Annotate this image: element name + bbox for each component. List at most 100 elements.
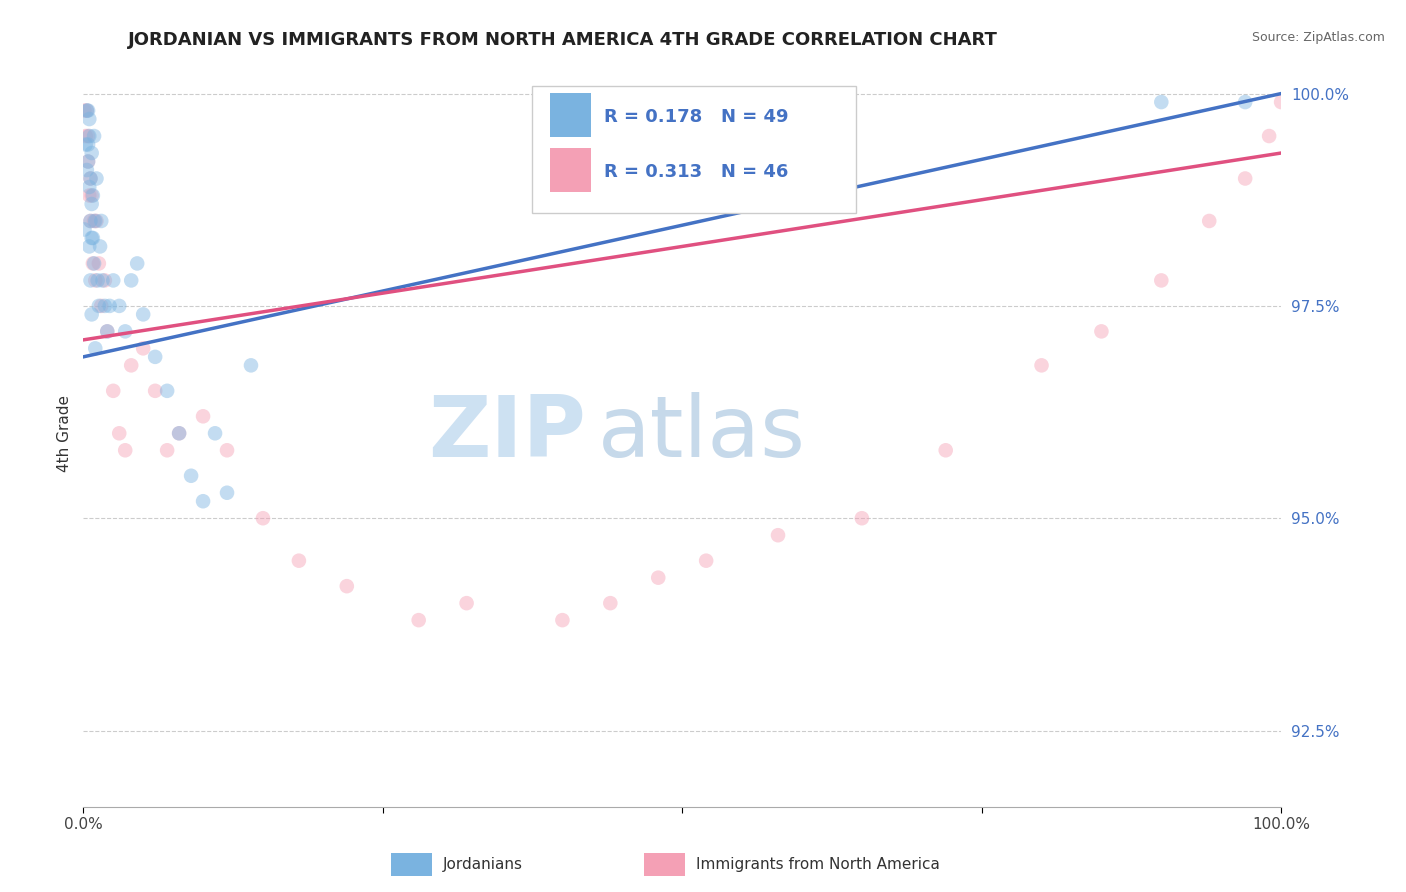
Point bbox=[1234, 95, 1257, 109]
Point bbox=[80, 307, 103, 321]
Point bbox=[76, 103, 98, 118]
Text: R = 0.313   N = 46: R = 0.313 N = 46 bbox=[605, 162, 789, 180]
Point bbox=[1198, 214, 1220, 228]
Point bbox=[215, 443, 238, 458]
Point bbox=[77, 103, 100, 118]
Point bbox=[114, 443, 136, 458]
Point bbox=[77, 180, 100, 194]
Point bbox=[80, 146, 103, 161]
Point bbox=[83, 129, 105, 144]
Point bbox=[120, 273, 142, 287]
Point bbox=[84, 342, 107, 356]
Point bbox=[96, 324, 118, 338]
Point bbox=[75, 137, 97, 152]
Point bbox=[76, 103, 98, 118]
Point bbox=[75, 129, 97, 144]
Point bbox=[408, 613, 430, 627]
Point bbox=[80, 188, 103, 202]
Point bbox=[180, 468, 202, 483]
Point bbox=[77, 154, 100, 169]
Point bbox=[87, 299, 110, 313]
Point bbox=[240, 359, 263, 373]
Point bbox=[79, 214, 101, 228]
Point bbox=[73, 103, 96, 118]
Point bbox=[84, 214, 107, 228]
Point bbox=[108, 426, 131, 441]
Point bbox=[336, 579, 359, 593]
Point bbox=[215, 485, 238, 500]
Point bbox=[132, 342, 155, 356]
Point bbox=[456, 596, 478, 610]
Point bbox=[108, 299, 131, 313]
Point bbox=[86, 214, 108, 228]
Point bbox=[79, 214, 101, 228]
Point bbox=[83, 214, 105, 228]
Point bbox=[90, 214, 112, 228]
Point bbox=[77, 239, 100, 253]
Point bbox=[82, 231, 104, 245]
Text: atlas: atlas bbox=[599, 392, 807, 475]
Text: Jordanians: Jordanians bbox=[443, 857, 523, 871]
Point bbox=[1270, 95, 1292, 109]
Point bbox=[191, 409, 214, 424]
Point bbox=[89, 239, 111, 253]
Point bbox=[1150, 273, 1173, 287]
Point bbox=[76, 163, 98, 178]
Point bbox=[120, 359, 142, 373]
Point bbox=[79, 171, 101, 186]
Point bbox=[1258, 129, 1281, 144]
Point bbox=[156, 384, 179, 398]
Point bbox=[599, 596, 621, 610]
Point bbox=[1150, 95, 1173, 109]
Text: Source: ZipAtlas.com: Source: ZipAtlas.com bbox=[1251, 31, 1385, 45]
Point bbox=[204, 426, 226, 441]
Point bbox=[82, 256, 104, 270]
Point bbox=[96, 324, 118, 338]
Text: Immigrants from North America: Immigrants from North America bbox=[696, 857, 939, 871]
Point bbox=[77, 154, 100, 169]
Point bbox=[86, 171, 108, 186]
Point bbox=[1234, 171, 1257, 186]
Point bbox=[83, 256, 105, 270]
Point bbox=[82, 188, 104, 202]
Point bbox=[1090, 324, 1112, 338]
Point bbox=[695, 554, 717, 568]
Point bbox=[84, 273, 107, 287]
Text: R = 0.178   N = 49: R = 0.178 N = 49 bbox=[605, 108, 789, 126]
Point bbox=[114, 324, 136, 338]
Point bbox=[103, 273, 125, 287]
FancyBboxPatch shape bbox=[533, 86, 856, 213]
Point bbox=[766, 528, 789, 542]
Point bbox=[90, 299, 112, 313]
Point bbox=[127, 256, 149, 270]
Point bbox=[935, 443, 957, 458]
Y-axis label: 4th Grade: 4th Grade bbox=[58, 395, 72, 472]
Point bbox=[156, 443, 179, 458]
Point bbox=[252, 511, 274, 525]
Point bbox=[647, 571, 669, 585]
Point bbox=[77, 137, 100, 152]
Point bbox=[91, 273, 114, 287]
Point bbox=[288, 554, 311, 568]
Point bbox=[132, 307, 155, 321]
Point bbox=[191, 494, 214, 508]
Point bbox=[77, 188, 100, 202]
Point bbox=[143, 384, 166, 398]
Point bbox=[167, 426, 190, 441]
Point bbox=[103, 384, 125, 398]
Text: JORDANIAN VS IMMIGRANTS FROM NORTH AMERICA 4TH GRADE CORRELATION CHART: JORDANIAN VS IMMIGRANTS FROM NORTH AMERI… bbox=[128, 31, 997, 49]
Point bbox=[80, 231, 103, 245]
Point bbox=[143, 350, 166, 364]
Point bbox=[87, 256, 110, 270]
Point bbox=[167, 426, 190, 441]
FancyBboxPatch shape bbox=[550, 148, 591, 192]
Point bbox=[80, 197, 103, 211]
Point bbox=[79, 171, 101, 186]
Point bbox=[77, 129, 100, 144]
Point bbox=[551, 613, 574, 627]
Point bbox=[94, 273, 117, 287]
Point bbox=[77, 129, 100, 144]
Point bbox=[94, 299, 117, 313]
Point bbox=[79, 273, 101, 287]
Point bbox=[98, 299, 121, 313]
